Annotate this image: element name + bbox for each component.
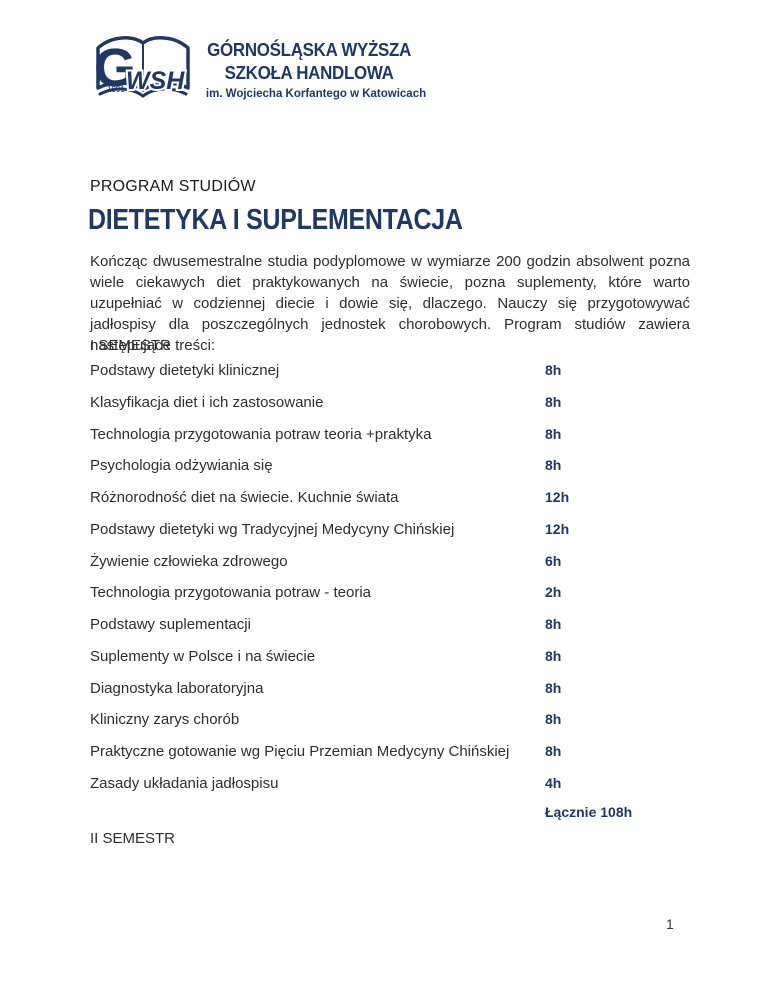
course-row: Kliniczny zarys chorób 8h [90, 711, 690, 743]
course-name: Klasyfikacja diet i ich zastosowanie [90, 393, 324, 411]
course-list: Podstawy dietetyki klinicznej 8h Klasyfi… [90, 362, 690, 807]
course-hours: 2h [545, 584, 562, 601]
course-row: Żywienie człowieka zdrowego 6h [90, 553, 690, 585]
course-row: Technologia przygotowania potraw teoria … [90, 426, 690, 458]
course-hours: 8h [545, 425, 562, 442]
page-number: 1 [666, 916, 674, 932]
course-row: Podstawy suplementacji 8h [90, 616, 690, 648]
course-row: Praktyczne gotowanie wg Pięciu Przemian … [90, 743, 690, 775]
program-kicker: PROGRAM STUDIÓW [90, 178, 256, 195]
course-hours: 6h [545, 552, 562, 569]
course-hours: 8h [545, 362, 562, 378]
gwsh-logo: G 1991 WSH GÓRNOŚLĄSKA WYŻSZA SZKOŁA HAN… [93, 30, 431, 110]
course-name: Psychologia odżywiania się [90, 457, 273, 475]
course-hours: 8h [545, 743, 562, 759]
logo-year: 1991 [107, 85, 125, 94]
semester1-total-hours: Łącznie 108h [545, 804, 633, 820]
course-hours: 8h [545, 616, 562, 632]
school-name-line1: GÓRNOŚLĄSKA WYŻSZA [207, 40, 412, 60]
course-row: Klasyfikacja diet i ich zastosowanie 8h [90, 394, 690, 426]
course-hours: 8h [545, 711, 562, 728]
course-hours: 8h [545, 679, 562, 696]
course-name: Suplementy w Polsce i na świecie [90, 647, 316, 665]
course-name: Kliniczny zarys chorób [90, 711, 240, 729]
course-name: Żywienie człowieka zdrowego [90, 552, 288, 570]
course-row: Technologia przygotowania potraw - teori… [90, 584, 690, 616]
course-row: Różnorodność diet na świecie. Kuchnie św… [90, 489, 690, 521]
course-hours: 12h [545, 520, 570, 537]
school-name: GÓRNOŚLĄSKA WYŻSZA SZKOŁA HANDLOWA im. W… [201, 30, 431, 110]
course-hours: 8h [545, 647, 562, 664]
page-title: DIETETYKA I SUPLEMENTACJA [88, 204, 463, 236]
course-row: Psychologia odżywiania się 8h [90, 457, 690, 489]
course-hours: 8h [545, 393, 562, 410]
school-name-line2: SZKOŁA HANDLOWA [224, 63, 394, 83]
course-name: Różnorodność diet na świecie. Kuchnie św… [90, 489, 399, 506]
logo-acronym: WSH [126, 67, 185, 95]
course-name: Praktyczne gotowanie wg Pięciu Przemian … [90, 743, 510, 760]
course-row: Diagnostyka laboratoryjna 8h [90, 680, 690, 712]
course-name: Diagnostyka laboratoryjna [90, 679, 264, 697]
course-name: Zasady układania jadłospisu [90, 774, 279, 792]
semester1-label: I SEMESTR [90, 337, 171, 354]
school-name-line3: im. Wojciecha Korfantego w Katowicach [205, 88, 427, 100]
course-name: Technologia przygotowania potraw - teori… [90, 584, 371, 602]
course-row: Zasady układania jadłospisu 4h [90, 775, 690, 807]
course-row: Suplementy w Polsce i na świecie 8h [90, 648, 690, 680]
course-hours: 12h [545, 489, 570, 505]
semester2-label: II SEMESTR [90, 830, 176, 847]
intro-paragraph: Kończąc dwusemestralne studia podyplomow… [90, 253, 690, 354]
course-row: Podstawy dietetyki klinicznej 8h [90, 362, 690, 394]
course-name: Technologia przygotowania potraw teoria … [90, 425, 432, 443]
logo-letter-g: G [94, 38, 136, 98]
course-hours: 8h [545, 457, 562, 474]
course-hours: 4h [545, 774, 562, 791]
course-name: Podstawy dietetyki wg Tradycyjnej Medycy… [90, 520, 455, 538]
course-row: Podstawy dietetyki wg Tradycyjnej Medycy… [90, 521, 690, 553]
course-name: Podstawy suplementacji [90, 616, 251, 633]
open-book-icon: G 1991 WSH [94, 36, 190, 98]
course-name: Podstawy dietetyki klinicznej [90, 362, 280, 379]
